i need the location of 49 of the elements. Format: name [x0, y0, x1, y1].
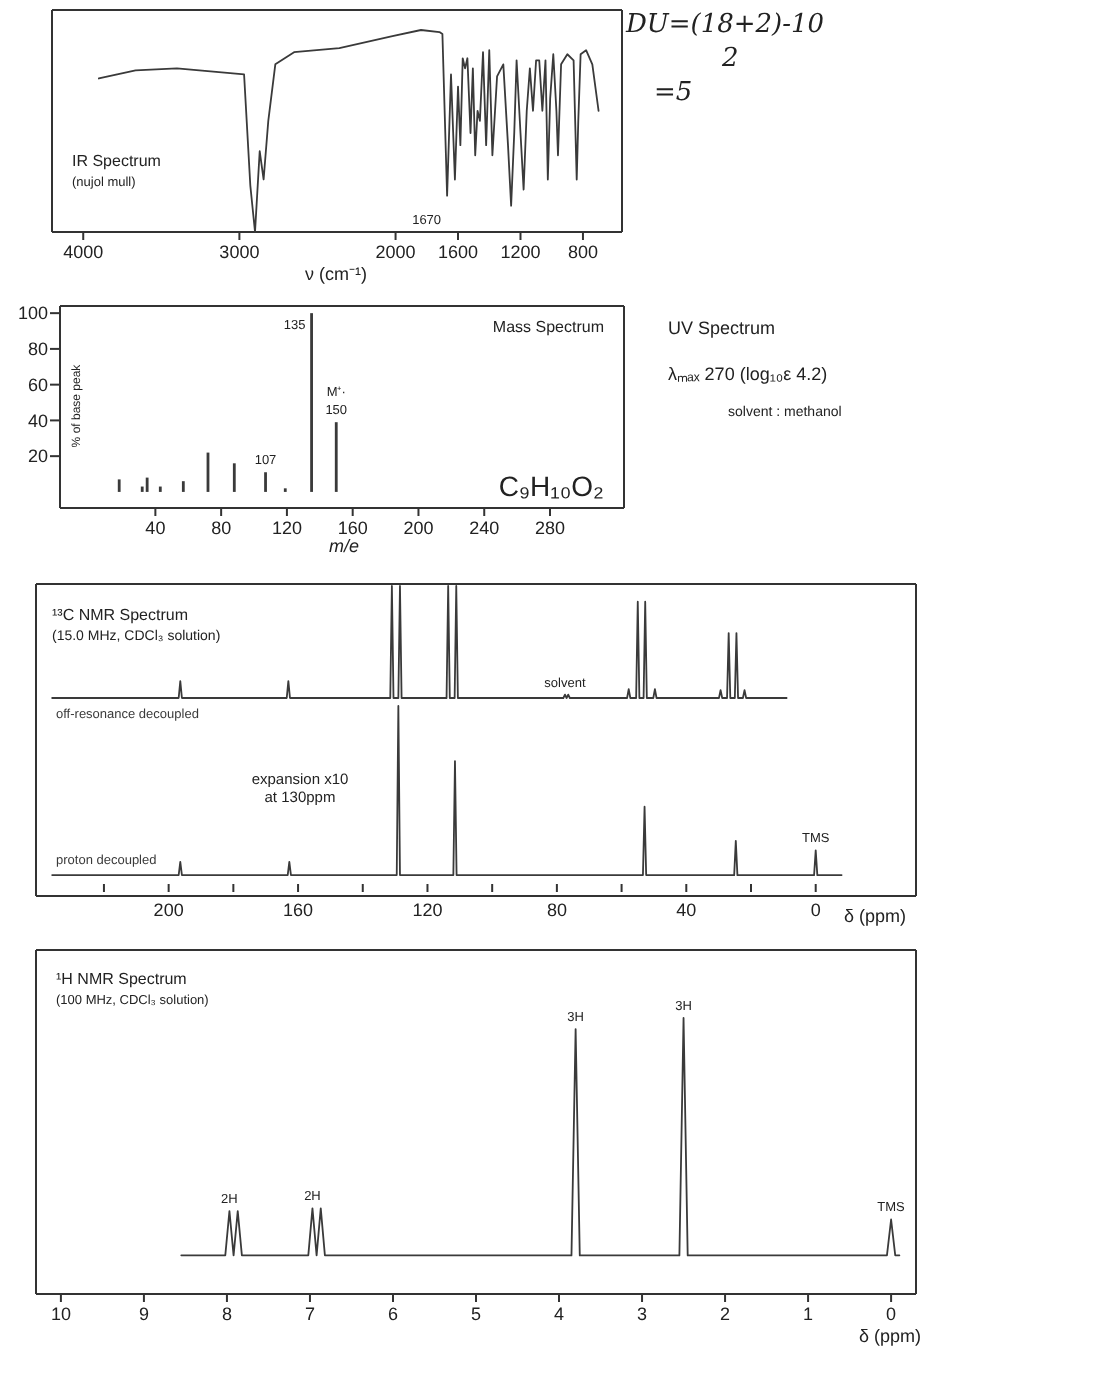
x-tick-label: 800 — [567, 242, 598, 262]
x-tick-label: 200 — [403, 518, 434, 538]
text: =5 — [654, 78, 693, 108]
text: Mass Spectrum — [492, 318, 605, 336]
x-tick-label: 120 — [412, 900, 443, 920]
x-tick-label: 6 — [387, 1304, 398, 1324]
x-tick-label: 0 — [886, 1304, 897, 1324]
x-tick-label: 160 — [337, 518, 368, 538]
x-tick-label: 3000 — [219, 242, 260, 262]
x-tick-label: 240 — [469, 518, 500, 538]
chart-title: ¹H NMR Spectrum — [56, 970, 188, 988]
x-tick-label: 280 — [534, 518, 566, 538]
x-tick-label: 40 — [145, 518, 166, 538]
y-tick-label: 40 — [27, 410, 48, 431]
text: DU=(18+2)-10 — [624, 10, 825, 40]
x-tick-label: 1 — [803, 1304, 814, 1324]
x-axis-title: δ (ppm) — [844, 906, 907, 926]
annotation: C₉H₁₀O₂ — [498, 470, 604, 502]
text: λₘₐₓ 270 (log₁₀ε 4.2) — [668, 364, 828, 384]
x-tick-label: 5 — [470, 1304, 482, 1324]
x-tick-label: 9 — [138, 1304, 149, 1324]
x-axis-title: ν (cm⁻¹) — [305, 264, 367, 284]
x-tick-label: 200 — [153, 900, 184, 920]
x-tick-label: 2000 — [375, 242, 416, 262]
x-tick-label: 0 — [810, 900, 821, 920]
y-tick-label: 100 — [17, 303, 48, 324]
x-tick-label: 4 — [554, 1304, 565, 1324]
text: ¹³C NMR Spectrum — [52, 606, 189, 624]
x-tick-label: 40 — [676, 900, 697, 920]
x-tick-label: 80 — [211, 518, 232, 538]
x-axis-title: δ (ppm) — [858, 1326, 922, 1346]
text: UV Spectrum — [668, 318, 776, 338]
x-tick-label: 1200 — [500, 242, 541, 262]
text: 2 — [720, 44, 739, 74]
y-tick-label: 60 — [27, 374, 48, 395]
y-tick-label: 80 — [27, 339, 48, 360]
x-tick-label: 7 — [304, 1304, 315, 1324]
text: IR Spectrum — [72, 152, 162, 170]
x-tick-label: 4000 — [63, 242, 104, 262]
x-tick-label: 1600 — [438, 242, 479, 262]
x-tick-label: 8 — [221, 1304, 232, 1324]
x-axis-title: m/e — [328, 536, 360, 556]
x-tick-label: 10 — [50, 1304, 71, 1324]
y-tick-label: 20 — [27, 446, 48, 467]
x-tick-label: 80 — [546, 900, 567, 920]
x-tick-label: 2 — [720, 1304, 731, 1324]
x-tick-label: 160 — [283, 900, 314, 920]
x-tick-label: 3 — [637, 1304, 648, 1324]
x-tick-label: 120 — [271, 518, 302, 538]
